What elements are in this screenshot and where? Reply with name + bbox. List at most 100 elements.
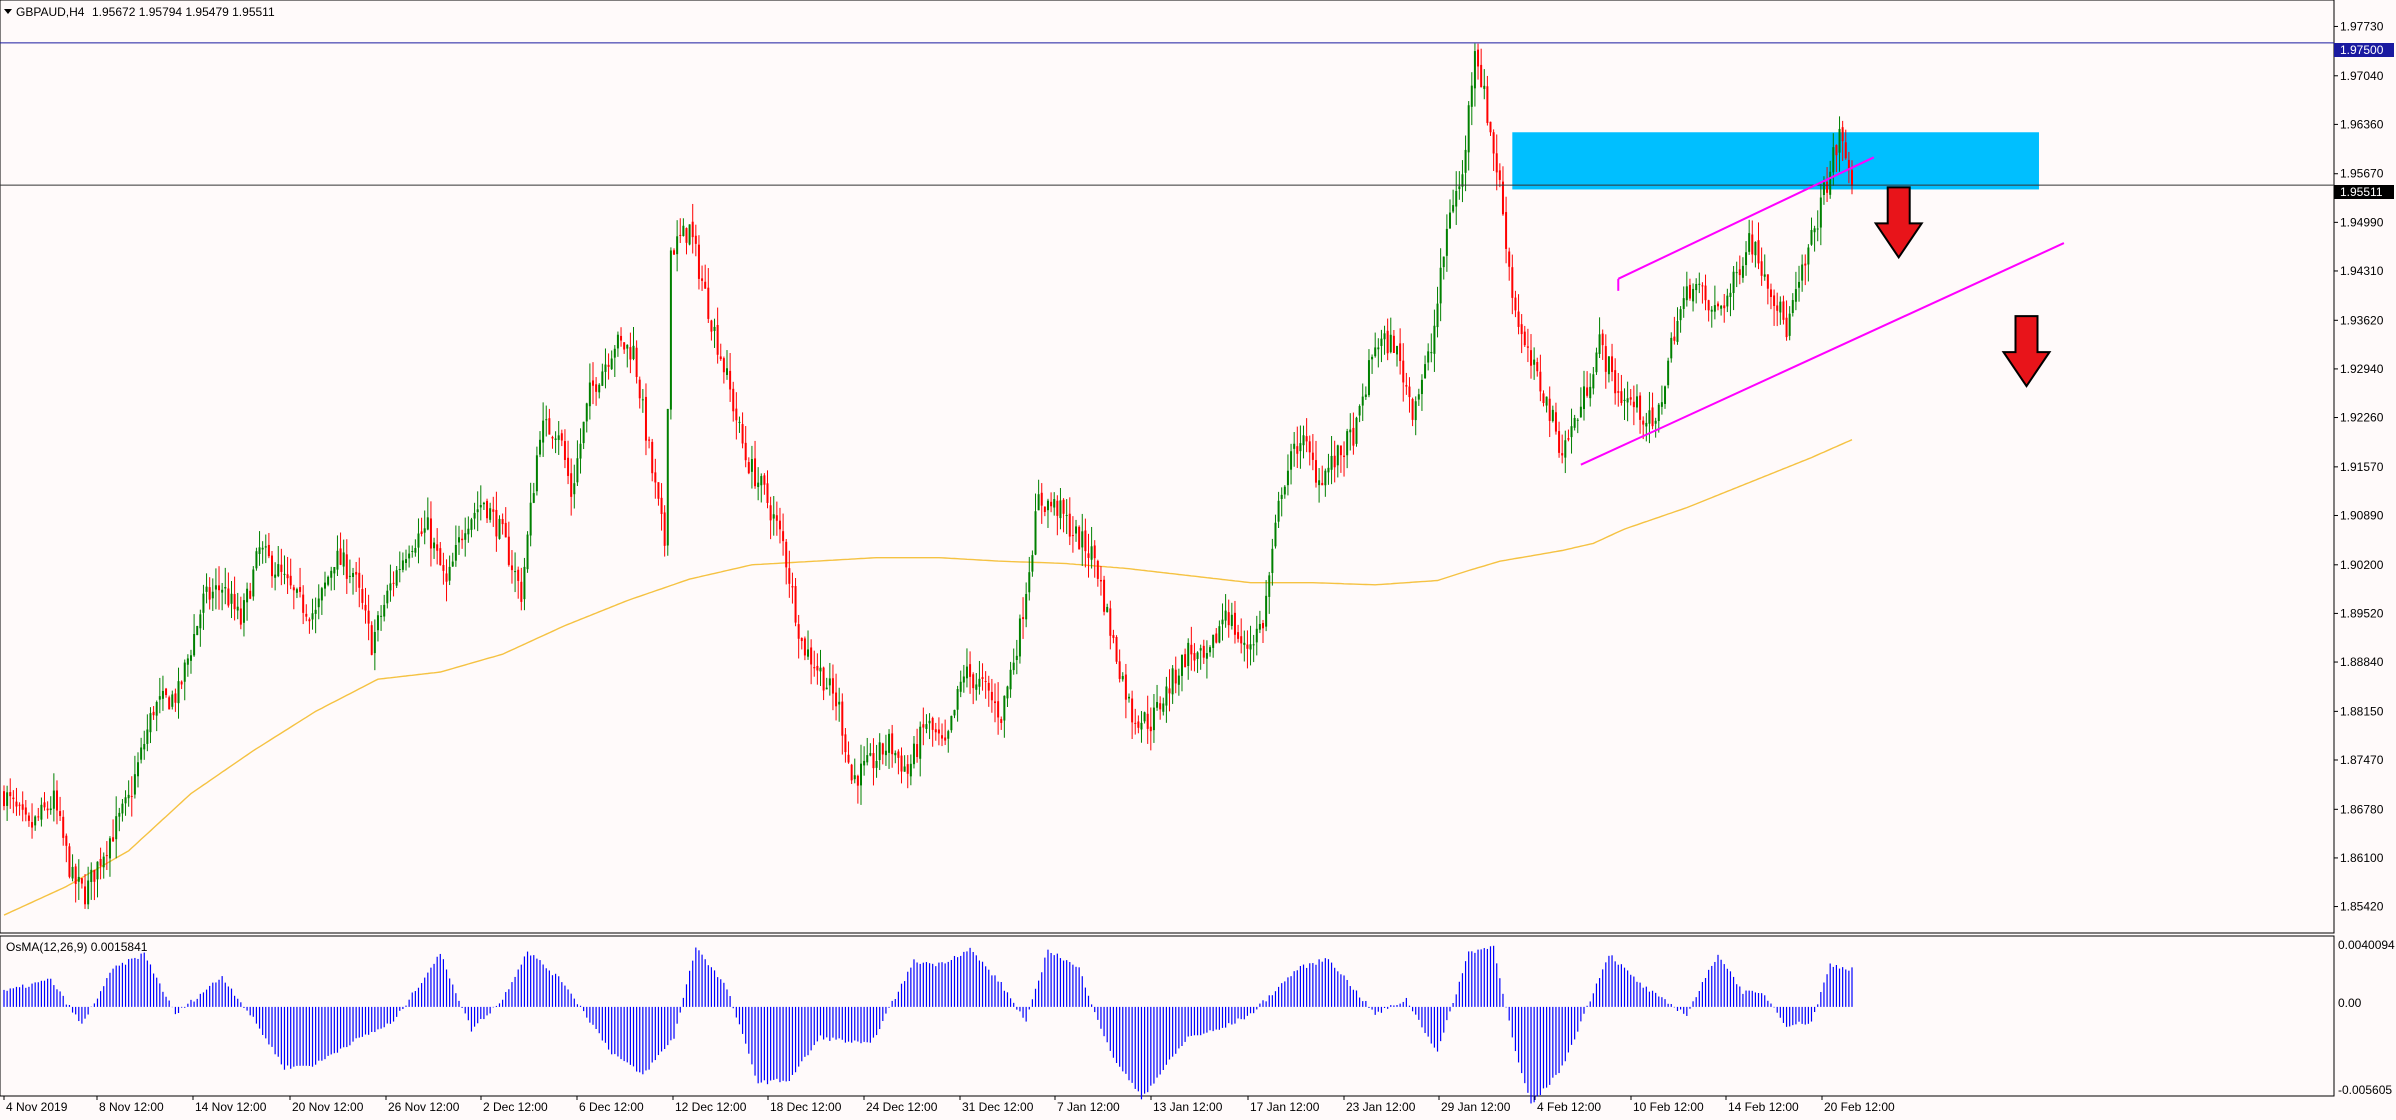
candle-body [252,569,255,597]
candle-body [255,551,258,569]
symbol-dropdown-icon[interactable] [4,9,12,14]
candle [950,715,953,733]
candle [965,648,968,688]
y-tick-label: 1.95670 [2340,167,2384,181]
candle-body [1053,499,1056,508]
candle [1318,468,1321,503]
ohlc-values: 1.95672 1.95794 1.95479 1.95511 [92,5,275,19]
candle [891,724,894,768]
candle [1131,690,1134,740]
candle-body [1274,522,1277,547]
candle-body [1851,170,1853,186]
candle-body [1673,336,1676,341]
candle [1162,697,1165,716]
candle-body [1271,548,1274,574]
candle [1062,498,1065,533]
candle [174,688,177,712]
candle-body [236,606,239,611]
candle-body [1545,396,1548,406]
candle-body [747,462,750,474]
candle-body [1807,247,1810,265]
candle-body [1386,330,1389,354]
x-tick-label: 13 Jan 12:00 [1153,1100,1223,1114]
candle-body [1159,703,1162,710]
candle [1573,414,1576,431]
candle-body [794,586,797,623]
candle [436,528,439,565]
candle [1152,694,1155,743]
candle [644,383,647,456]
candle [1461,160,1464,203]
candle [476,491,479,532]
candle [997,682,1000,735]
candle-body [1664,386,1667,404]
candle-body [146,729,149,744]
candle [539,431,542,458]
candle [84,874,87,909]
candle-body [1785,317,1788,338]
candle [74,863,77,903]
candle [835,673,838,721]
candle-body [1480,64,1483,88]
candle-body [1043,506,1046,513]
candle [115,796,118,859]
candle [1230,602,1233,630]
candle [1075,519,1078,542]
candle [31,803,34,839]
candle-body [557,435,560,440]
candle-body [1564,440,1567,458]
candle [1031,550,1034,577]
candle-body [1554,412,1557,432]
indicator-pane-frame [0,935,2335,1097]
candle-body [1667,360,1670,386]
y-tick-label: 1.86780 [2340,802,2384,816]
candle-body [489,508,492,520]
candle-body [376,615,379,631]
candle-body [274,574,277,578]
candle-body [482,502,485,505]
candle [218,566,221,610]
candle-body [49,808,52,811]
candle [1754,241,1757,268]
y-tick-label: 1.96360 [2340,117,2384,131]
candle-body [155,702,158,716]
candle [405,549,408,571]
candle-body [791,586,794,588]
candle-body [1763,274,1766,277]
candle-body [872,753,875,769]
candle-body [1626,398,1629,403]
y-tick-label: 1.91570 [2340,460,2384,474]
candle [1243,630,1246,662]
candle-body [754,458,757,487]
candle [211,578,214,611]
candle-body [1676,320,1679,342]
candle [12,790,15,814]
x-axis: 4 Nov 2019 8 Nov 12:00 14 Nov 12:00 20 Nov … [3,1096,1895,1114]
candle [1639,392,1642,434]
candle-body [1520,324,1523,335]
candle-body [1068,513,1071,537]
y-tick-label: 1.92940 [2340,362,2384,376]
candle [978,660,981,695]
x-tick-label: 20 Feb 12:00 [1824,1100,1895,1114]
candle [1146,695,1149,744]
candle [152,706,155,720]
candle-body [1015,655,1018,661]
candle-body [3,791,5,807]
candle-body [638,379,641,399]
candle [482,501,485,510]
candle [1118,649,1121,683]
candle [1501,166,1504,216]
candle [595,377,598,406]
osma-label: OsMA(12,26,9) 0.0015841 [6,940,148,954]
candle-body [1779,301,1782,313]
candle [1087,533,1090,578]
candle [629,332,632,374]
x-tick-label: 26 Nov 12:00 [388,1100,460,1114]
candle [1106,603,1109,613]
candle-body [55,790,58,811]
candle-body [972,674,975,689]
candle [1763,254,1766,281]
candle [1277,491,1280,528]
candle [1564,430,1567,474]
